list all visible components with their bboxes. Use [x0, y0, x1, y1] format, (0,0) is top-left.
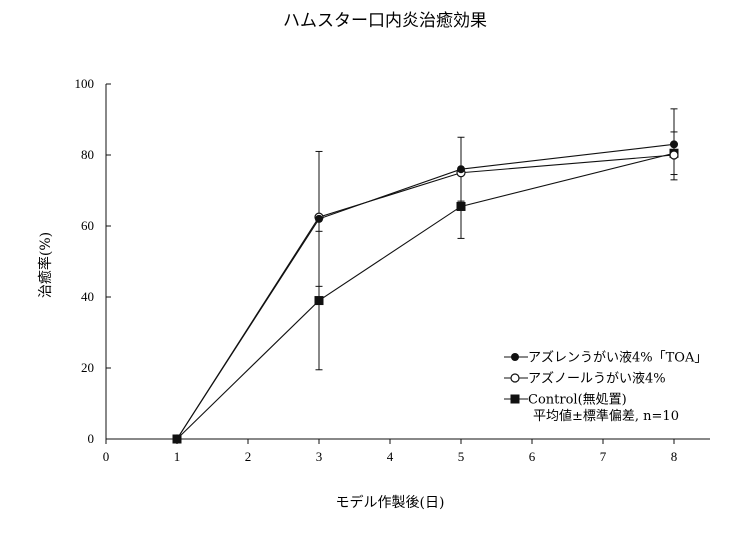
- series-group: [172, 108, 679, 444]
- x-axis-label: モデル作製後(日): [336, 494, 445, 511]
- x-tick-label: 1: [174, 449, 181, 464]
- x-tick-label: 2: [245, 449, 252, 464]
- y-tick-label: 80: [81, 147, 94, 162]
- data-point-filled-circle: [670, 140, 678, 149]
- y-tick-label: 40: [81, 289, 94, 304]
- data-point-open-circle: [669, 150, 679, 160]
- x-tick-label: 7: [600, 449, 607, 464]
- data-point-square: [510, 394, 520, 404]
- data-point-square: [456, 201, 466, 211]
- chart-title: ハムスター口内炎治癒効果: [283, 11, 487, 31]
- y-tick-label: 0: [88, 431, 95, 446]
- x-tick-label: 3: [316, 449, 323, 464]
- data-point-filled-circle: [511, 353, 519, 361]
- axes: [105, 84, 710, 440]
- legend: アズレンうがい液4%「TOA」アズノールうがい液4% Control(無処置): [504, 350, 707, 408]
- legend-label: Control(無処置): [528, 393, 627, 408]
- x-tick-label: 4: [387, 449, 394, 464]
- legend-label: アズノールうがい液4%: [528, 371, 666, 387]
- y-tick-label: 100: [75, 76, 95, 91]
- x-tick-label: 5: [458, 449, 465, 464]
- series-line: [176, 154, 675, 440]
- legend-note: 平均値±標準偏差, n=10: [533, 408, 679, 424]
- x-tick-label: 6: [529, 449, 536, 464]
- y-tick-label: 60: [81, 218, 94, 233]
- y-axis-label: 治癒率(%): [37, 232, 54, 298]
- data-point-square: [314, 296, 324, 306]
- x-tick-label: 8: [671, 449, 678, 464]
- y-tick-label: 20: [81, 360, 94, 375]
- data-point-filled-circle: [315, 214, 323, 223]
- x-tick-label: 0: [103, 449, 110, 464]
- data-point-filled-circle: [457, 165, 465, 174]
- ticks: 0 20 40 60 80 100 0 1 2 3 4 5 6 7 8: [75, 76, 678, 464]
- data-point-open-circle: [510, 373, 520, 383]
- series-line: [176, 152, 675, 440]
- legend-label: アズレンうがい液4%「TOA」: [528, 350, 707, 366]
- data-point-filled-circle: [173, 435, 181, 443]
